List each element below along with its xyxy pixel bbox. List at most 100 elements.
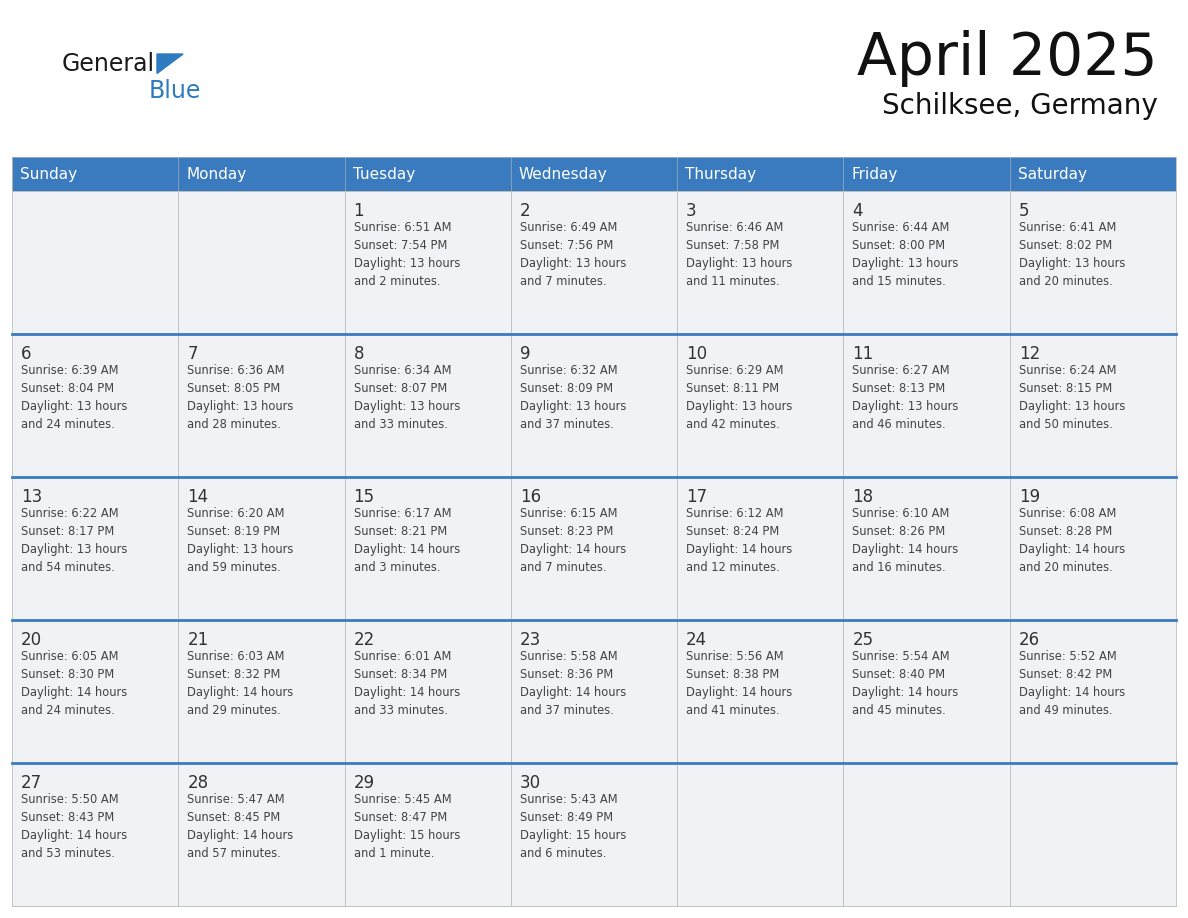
- Text: 28: 28: [188, 774, 208, 792]
- Text: Sunday: Sunday: [20, 166, 77, 182]
- Bar: [1010, 477, 1176, 620]
- Text: 13: 13: [21, 488, 43, 506]
- Text: Wednesday: Wednesday: [519, 166, 607, 182]
- Bar: [511, 763, 677, 906]
- Bar: [511, 334, 677, 477]
- Text: Schilksee, Germany: Schilksee, Germany: [883, 92, 1158, 120]
- Bar: [843, 477, 1010, 620]
- Bar: [511, 157, 677, 191]
- Text: Sunrise: 5:56 AM
Sunset: 8:38 PM
Daylight: 14 hours
and 41 minutes.: Sunrise: 5:56 AM Sunset: 8:38 PM Dayligh…: [687, 650, 792, 717]
- Bar: [677, 763, 843, 906]
- Bar: [843, 763, 1010, 906]
- Bar: [12, 191, 178, 334]
- Bar: [1010, 334, 1176, 477]
- Text: 3: 3: [687, 202, 697, 220]
- Text: 14: 14: [188, 488, 208, 506]
- Polygon shape: [157, 54, 183, 73]
- Text: 29: 29: [354, 774, 374, 792]
- Text: Sunrise: 5:47 AM
Sunset: 8:45 PM
Daylight: 14 hours
and 57 minutes.: Sunrise: 5:47 AM Sunset: 8:45 PM Dayligh…: [188, 793, 293, 860]
- Bar: [511, 191, 677, 334]
- Text: Sunrise: 5:52 AM
Sunset: 8:42 PM
Daylight: 14 hours
and 49 minutes.: Sunrise: 5:52 AM Sunset: 8:42 PM Dayligh…: [1019, 650, 1125, 717]
- Bar: [345, 477, 511, 620]
- Text: 24: 24: [687, 631, 707, 649]
- Text: Sunrise: 6:39 AM
Sunset: 8:04 PM
Daylight: 13 hours
and 24 minutes.: Sunrise: 6:39 AM Sunset: 8:04 PM Dayligh…: [21, 364, 127, 431]
- Text: 16: 16: [520, 488, 541, 506]
- Text: Sunrise: 6:32 AM
Sunset: 8:09 PM
Daylight: 13 hours
and 37 minutes.: Sunrise: 6:32 AM Sunset: 8:09 PM Dayligh…: [520, 364, 626, 431]
- Bar: [1010, 191, 1176, 334]
- Text: 11: 11: [853, 345, 873, 363]
- Bar: [1010, 763, 1176, 906]
- Text: 10: 10: [687, 345, 707, 363]
- Text: 15: 15: [354, 488, 374, 506]
- Text: Sunrise: 6:36 AM
Sunset: 8:05 PM
Daylight: 13 hours
and 28 minutes.: Sunrise: 6:36 AM Sunset: 8:05 PM Dayligh…: [188, 364, 293, 431]
- Bar: [345, 157, 511, 191]
- Bar: [178, 763, 345, 906]
- Bar: [178, 477, 345, 620]
- Text: 23: 23: [520, 631, 541, 649]
- Bar: [178, 191, 345, 334]
- Bar: [677, 191, 843, 334]
- Bar: [511, 477, 677, 620]
- Bar: [12, 157, 178, 191]
- Text: Tuesday: Tuesday: [353, 166, 415, 182]
- Bar: [677, 620, 843, 763]
- Bar: [345, 191, 511, 334]
- Text: Sunrise: 6:12 AM
Sunset: 8:24 PM
Daylight: 14 hours
and 12 minutes.: Sunrise: 6:12 AM Sunset: 8:24 PM Dayligh…: [687, 507, 792, 574]
- Text: Sunrise: 6:15 AM
Sunset: 8:23 PM
Daylight: 14 hours
and 7 minutes.: Sunrise: 6:15 AM Sunset: 8:23 PM Dayligh…: [520, 507, 626, 574]
- Text: Sunrise: 5:50 AM
Sunset: 8:43 PM
Daylight: 14 hours
and 53 minutes.: Sunrise: 5:50 AM Sunset: 8:43 PM Dayligh…: [21, 793, 127, 860]
- Text: Saturday: Saturday: [1018, 166, 1087, 182]
- Bar: [12, 477, 178, 620]
- Text: Sunrise: 6:08 AM
Sunset: 8:28 PM
Daylight: 14 hours
and 20 minutes.: Sunrise: 6:08 AM Sunset: 8:28 PM Dayligh…: [1019, 507, 1125, 574]
- Text: Sunrise: 5:54 AM
Sunset: 8:40 PM
Daylight: 14 hours
and 45 minutes.: Sunrise: 5:54 AM Sunset: 8:40 PM Dayligh…: [853, 650, 959, 717]
- Text: General: General: [62, 52, 156, 76]
- Text: 4: 4: [853, 202, 862, 220]
- Text: Sunrise: 5:43 AM
Sunset: 8:49 PM
Daylight: 15 hours
and 6 minutes.: Sunrise: 5:43 AM Sunset: 8:49 PM Dayligh…: [520, 793, 626, 860]
- Bar: [178, 334, 345, 477]
- Bar: [12, 620, 178, 763]
- Text: 20: 20: [21, 631, 42, 649]
- Bar: [345, 620, 511, 763]
- Bar: [511, 620, 677, 763]
- Text: 8: 8: [354, 345, 364, 363]
- Text: Sunrise: 6:29 AM
Sunset: 8:11 PM
Daylight: 13 hours
and 42 minutes.: Sunrise: 6:29 AM Sunset: 8:11 PM Dayligh…: [687, 364, 792, 431]
- Text: 21: 21: [188, 631, 209, 649]
- Text: 1: 1: [354, 202, 365, 220]
- Text: Sunrise: 6:41 AM
Sunset: 8:02 PM
Daylight: 13 hours
and 20 minutes.: Sunrise: 6:41 AM Sunset: 8:02 PM Dayligh…: [1019, 221, 1125, 288]
- Bar: [1010, 620, 1176, 763]
- Text: 5: 5: [1019, 202, 1029, 220]
- Bar: [843, 334, 1010, 477]
- Text: Sunrise: 6:27 AM
Sunset: 8:13 PM
Daylight: 13 hours
and 46 minutes.: Sunrise: 6:27 AM Sunset: 8:13 PM Dayligh…: [853, 364, 959, 431]
- Bar: [178, 620, 345, 763]
- Text: Sunrise: 6:34 AM
Sunset: 8:07 PM
Daylight: 13 hours
and 33 minutes.: Sunrise: 6:34 AM Sunset: 8:07 PM Dayligh…: [354, 364, 460, 431]
- Bar: [12, 334, 178, 477]
- Bar: [843, 620, 1010, 763]
- Text: 22: 22: [354, 631, 375, 649]
- Text: 19: 19: [1019, 488, 1040, 506]
- Text: 27: 27: [21, 774, 42, 792]
- Bar: [345, 763, 511, 906]
- Text: Sunrise: 6:24 AM
Sunset: 8:15 PM
Daylight: 13 hours
and 50 minutes.: Sunrise: 6:24 AM Sunset: 8:15 PM Dayligh…: [1019, 364, 1125, 431]
- Bar: [1010, 157, 1176, 191]
- Bar: [677, 334, 843, 477]
- Text: 12: 12: [1019, 345, 1040, 363]
- Bar: [178, 157, 345, 191]
- Bar: [12, 763, 178, 906]
- Text: Sunrise: 6:49 AM
Sunset: 7:56 PM
Daylight: 13 hours
and 7 minutes.: Sunrise: 6:49 AM Sunset: 7:56 PM Dayligh…: [520, 221, 626, 288]
- Text: Thursday: Thursday: [685, 166, 757, 182]
- Text: 2: 2: [520, 202, 531, 220]
- Text: Sunrise: 5:58 AM
Sunset: 8:36 PM
Daylight: 14 hours
and 37 minutes.: Sunrise: 5:58 AM Sunset: 8:36 PM Dayligh…: [520, 650, 626, 717]
- Text: Sunrise: 6:05 AM
Sunset: 8:30 PM
Daylight: 14 hours
and 24 minutes.: Sunrise: 6:05 AM Sunset: 8:30 PM Dayligh…: [21, 650, 127, 717]
- Text: Friday: Friday: [852, 166, 898, 182]
- Text: Sunrise: 6:20 AM
Sunset: 8:19 PM
Daylight: 13 hours
and 59 minutes.: Sunrise: 6:20 AM Sunset: 8:19 PM Dayligh…: [188, 507, 293, 574]
- Text: Blue: Blue: [148, 79, 202, 103]
- Text: 6: 6: [21, 345, 32, 363]
- Text: 25: 25: [853, 631, 873, 649]
- Text: Sunrise: 6:03 AM
Sunset: 8:32 PM
Daylight: 14 hours
and 29 minutes.: Sunrise: 6:03 AM Sunset: 8:32 PM Dayligh…: [188, 650, 293, 717]
- Text: 7: 7: [188, 345, 197, 363]
- Text: Monday: Monday: [187, 166, 247, 182]
- Bar: [12, 157, 1176, 191]
- Bar: [677, 157, 843, 191]
- Text: Sunrise: 6:10 AM
Sunset: 8:26 PM
Daylight: 14 hours
and 16 minutes.: Sunrise: 6:10 AM Sunset: 8:26 PM Dayligh…: [853, 507, 959, 574]
- Text: Sunrise: 6:22 AM
Sunset: 8:17 PM
Daylight: 13 hours
and 54 minutes.: Sunrise: 6:22 AM Sunset: 8:17 PM Dayligh…: [21, 507, 127, 574]
- Text: Sunrise: 6:51 AM
Sunset: 7:54 PM
Daylight: 13 hours
and 2 minutes.: Sunrise: 6:51 AM Sunset: 7:54 PM Dayligh…: [354, 221, 460, 288]
